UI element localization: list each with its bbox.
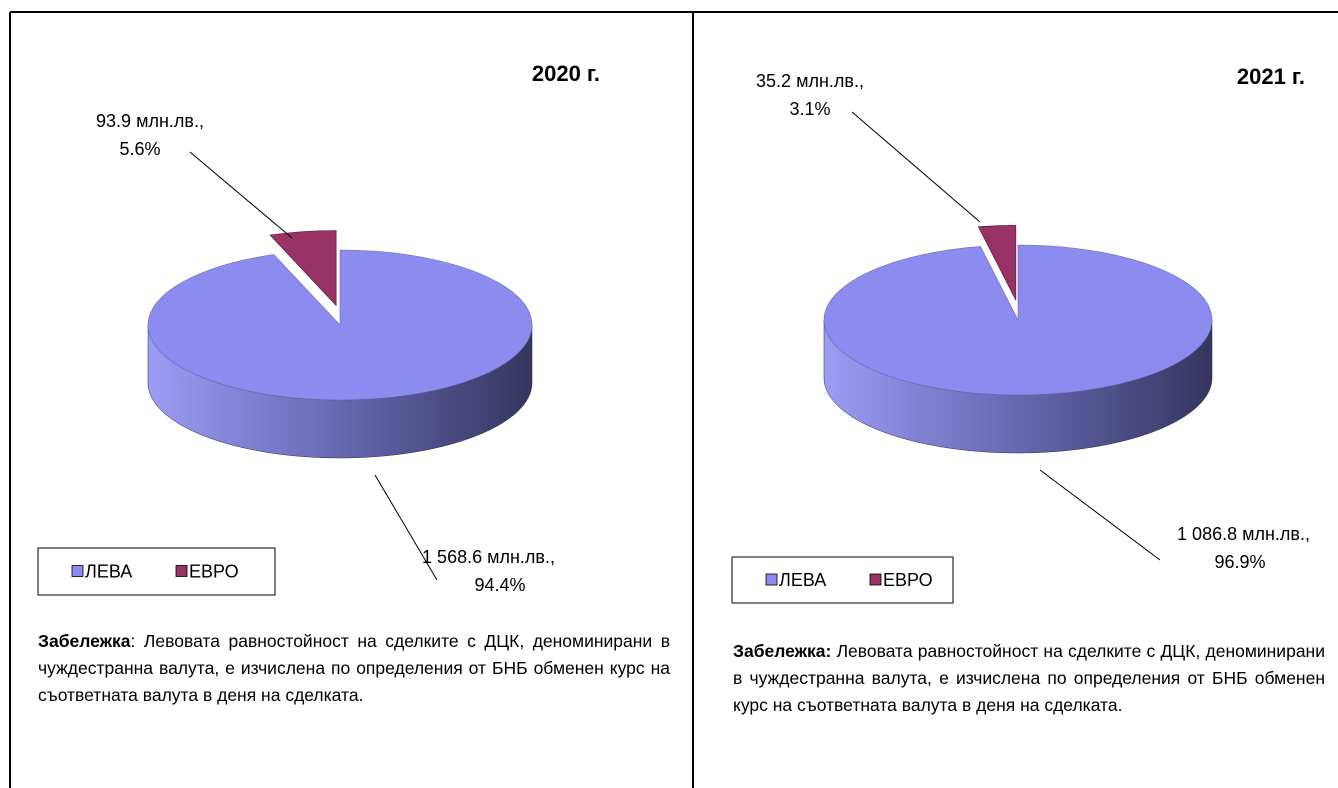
- leader-line: [189, 151, 293, 239]
- legend-label: ЛЕВА: [779, 570, 826, 590]
- value-label: 5.6%: [119, 139, 160, 159]
- legend-label: ЛЕВА: [85, 561, 132, 581]
- legend-swatch: [869, 573, 882, 586]
- note-title: Забележка:: [733, 641, 832, 661]
- note: Забележка: Левовата равностойност на сде…: [733, 638, 1325, 719]
- value-label: 3.1%: [789, 99, 830, 119]
- note-title: Забележка: [38, 631, 131, 651]
- legend-label: ЕВРО: [189, 561, 239, 581]
- amount-label: 35.2 млн.лв.,: [756, 71, 864, 91]
- note: Забележка: Левовата равностойност на сде…: [38, 628, 670, 709]
- note-text: Левовата равностойност на сделките с ДЦК…: [733, 641, 1325, 715]
- value-label: 96.9%: [1214, 552, 1265, 572]
- legend-swatch: [175, 565, 188, 577]
- note-colon: :: [130, 631, 136, 651]
- amount-label: 1 086.8 млн.лв.,: [1177, 524, 1310, 544]
- pie-slice: [823, 244, 1213, 396]
- legend-swatch: [71, 565, 84, 577]
- legend-swatch: [765, 573, 778, 586]
- note-text: Левовата равностойност на сделките с ДЦК…: [38, 631, 670, 705]
- pie-slice: [269, 230, 337, 307]
- pie-slice: [977, 224, 1017, 301]
- value-label: 94.4%: [474, 575, 525, 595]
- chart-title: 2020 г.: [532, 61, 600, 86]
- leader-line: [851, 111, 981, 223]
- chart-title: 2021 г.: [1237, 64, 1305, 89]
- leader-line: [374, 474, 438, 581]
- pie-slice: [147, 249, 533, 401]
- leader-line: [1039, 469, 1161, 561]
- amount-label: 93.9 млн.лв.,: [96, 111, 204, 131]
- amount-label: 1 568.6 млн.лв.,: [422, 547, 555, 567]
- legend-label: ЕВРО: [883, 570, 933, 590]
